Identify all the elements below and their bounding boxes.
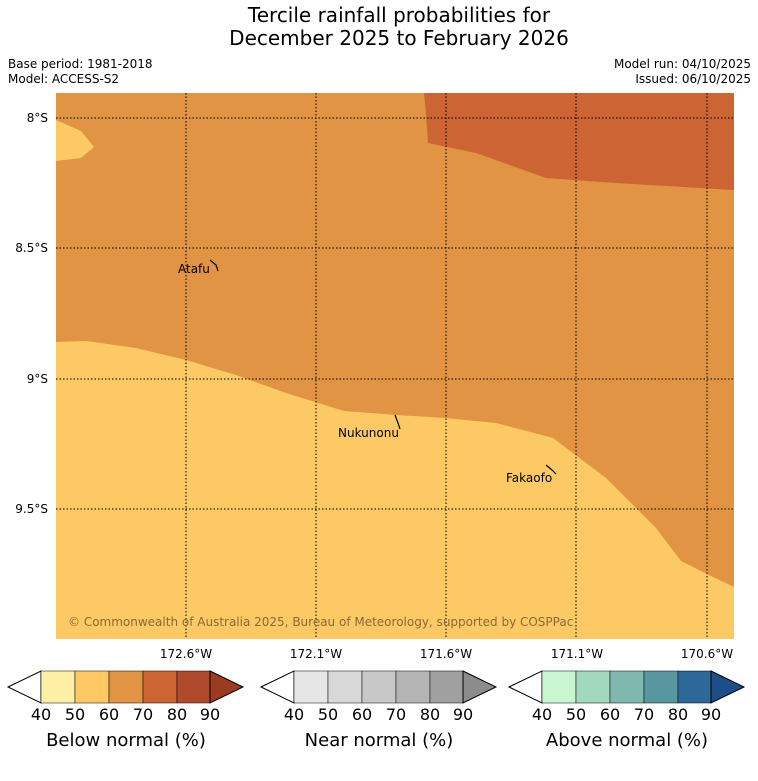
above-bin-50-60 <box>575 670 611 704</box>
near-bin-80-90 <box>429 670 464 704</box>
near-bin-60-70 <box>361 670 397 704</box>
below-bin-60-70 <box>108 670 144 704</box>
above-tick-40: 40 <box>531 705 553 724</box>
near-tick-80: 80 <box>419 705 441 724</box>
zone-below-50-west <box>56 120 94 161</box>
near-extend-low <box>259 670 295 704</box>
zone-below-50-south <box>56 341 734 639</box>
colorbar-below <box>6 670 245 704</box>
title-line-2: December 2025 to February 2026 <box>229 26 569 50</box>
colorbar-near-label: Near normal (%) <box>304 730 454 751</box>
below-tick-40: 40 <box>30 705 52 724</box>
above-tick-90: 90 <box>700 705 722 724</box>
title-line-1: Tercile rainfall probabilities for <box>247 3 551 27</box>
near-tick-60: 60 <box>351 705 373 724</box>
colorbar-above <box>507 670 746 704</box>
below-bin-80-90 <box>176 670 211 704</box>
probability-map: Atafu Nukunonu Fakaofo <box>56 93 734 639</box>
meta-right: Model run: 04/10/2025 Issued: 06/10/2025 <box>614 57 751 87</box>
base-period: Base period: 1981-2018 <box>8 57 153 71</box>
atafu-atoll-outline <box>209 259 219 272</box>
place-atafu: Atafu <box>178 262 210 276</box>
above-extend-high <box>710 670 746 704</box>
below-tick-70: 70 <box>132 705 154 724</box>
near-extend-high <box>462 670 498 704</box>
model-name: Model: ACCESS-S2 <box>8 72 120 86</box>
above-extend-low <box>507 670 543 704</box>
chart-title: Tercile rainfall probabilities for Decem… <box>0 4 758 50</box>
lon-label-171-6w: 171.6°W <box>419 647 473 661</box>
below-extend-high <box>209 670 245 704</box>
lat-label-8s: 8°S <box>26 111 48 125</box>
colorbar-below-label: Below normal (%) <box>46 730 206 751</box>
above-tick-70: 70 <box>633 705 655 724</box>
near-tick-90: 90 <box>452 705 474 724</box>
above-bin-60-70 <box>609 670 645 704</box>
place-fakaofo: Fakaofo <box>506 471 552 485</box>
lon-label-170-6w: 170.6°W <box>680 647 734 661</box>
lat-label-9s: 9°S <box>26 372 48 386</box>
lon-label-172-6w: 172.6°W <box>159 647 213 661</box>
colorbar-above-label: Above normal (%) <box>545 730 709 751</box>
lon-label-171-1w: 171.1°W <box>550 647 604 661</box>
map-area[interactable]: Atafu Nukunonu Fakaofo <box>56 93 734 639</box>
above-bin-40-50 <box>541 670 577 704</box>
lat-label-9-5s: 9.5°S <box>15 502 48 516</box>
place-nukunonu: Nukunonu <box>338 426 399 440</box>
nukunonu-atoll-outline <box>394 414 401 430</box>
near-bin-40-50 <box>293 670 329 704</box>
above-tick-50: 50 <box>565 705 587 724</box>
above-tick-80: 80 <box>667 705 689 724</box>
above-bin-80-90 <box>677 670 712 704</box>
graticule <box>56 93 734 639</box>
near-tick-40: 40 <box>283 705 305 724</box>
fakaofo-atoll-outline <box>545 464 557 475</box>
model-run: Model run: 04/10/2025 <box>613 57 751 71</box>
colorbar-near <box>259 670 498 704</box>
below-tick-80: 80 <box>166 705 188 724</box>
below-tick-50: 50 <box>64 705 86 724</box>
below-bin-50-60 <box>74 670 110 704</box>
below-extend-low <box>6 670 42 704</box>
near-bin-50-60 <box>327 670 363 704</box>
below-tick-60: 60 <box>98 705 120 724</box>
lon-label-172-1w: 172.1°W <box>289 647 343 661</box>
atolls <box>209 259 557 475</box>
above-tick-60: 60 <box>599 705 621 724</box>
near-tick-70: 70 <box>385 705 407 724</box>
lat-label-8-5s: 8.5°S <box>15 241 48 255</box>
meta-left: Base period: 1981-2018 Model: ACCESS-S2 <box>8 57 153 87</box>
near-bin-70-80 <box>395 670 431 704</box>
below-bin-70-80 <box>142 670 178 704</box>
below-tick-90: 90 <box>199 705 221 724</box>
below-bin-40-50 <box>40 670 76 704</box>
issued-date: Issued: 06/10/2025 <box>635 72 751 86</box>
zone-below-70 <box>424 93 734 190</box>
near-tick-50: 50 <box>317 705 339 724</box>
above-bin-70-80 <box>643 670 679 704</box>
copyright-notice: © Commonwealth of Australia 2025, Bureau… <box>68 615 574 629</box>
